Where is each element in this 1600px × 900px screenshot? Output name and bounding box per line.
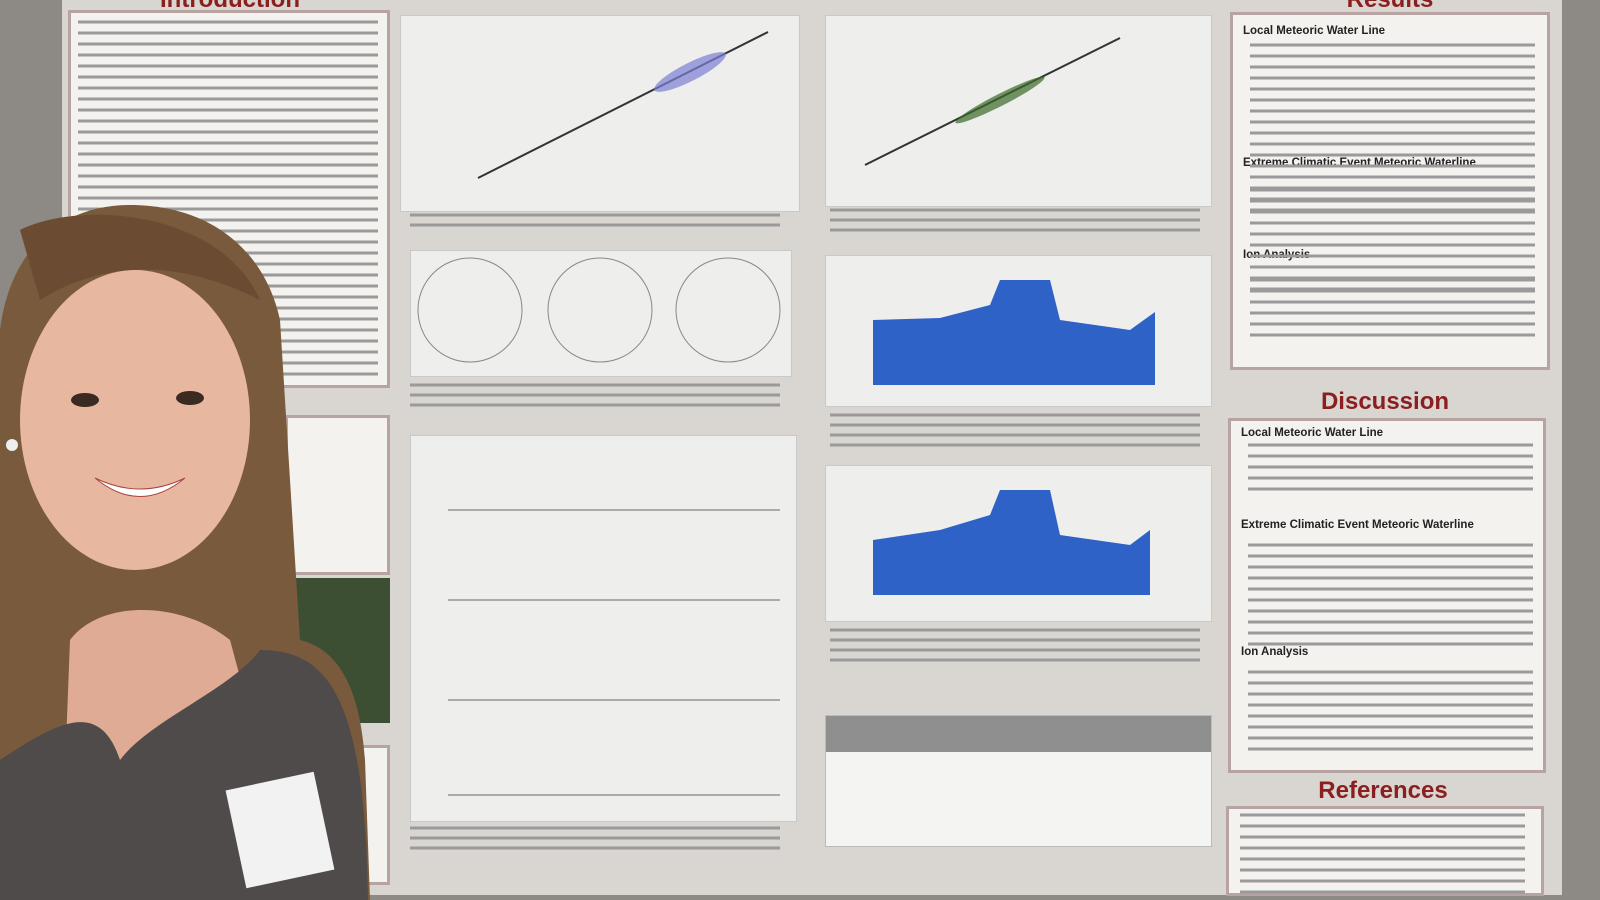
earring [6, 439, 18, 451]
point-cloud [955, 76, 1045, 124]
subheading: Local Meteoric Water Line [1241, 427, 1384, 439]
point-cloud [654, 52, 726, 92]
pca-circle [675, 257, 781, 363]
section-heading: Results [1230, 0, 1550, 14]
section-heading: Introduction [70, 0, 390, 14]
pca-circle [417, 257, 523, 363]
eye [71, 393, 99, 407]
scatter-figure [825, 15, 1212, 207]
smile [94, 477, 186, 497]
ion-figure [410, 435, 797, 822]
pca-circle [547, 257, 653, 363]
eye [176, 391, 204, 405]
name-badge [225, 771, 335, 889]
subheading: Ion Analysis [1241, 646, 1309, 658]
face [20, 270, 250, 570]
area-shape [873, 490, 1150, 595]
table-header [826, 716, 1211, 752]
text-box [285, 415, 390, 575]
section-heading: References [1318, 777, 1448, 804]
scatter-figure [400, 15, 800, 212]
hair-top [20, 214, 260, 300]
section-heading: Discussion [1320, 388, 1450, 415]
area-shape [873, 280, 1155, 385]
subheading: Extreme Climatic Event Meteoric Waterlin… [1241, 519, 1474, 531]
subheading: Local Meteoric Water Line [1243, 25, 1386, 37]
data-table [825, 715, 1212, 847]
pca-figure [410, 250, 792, 377]
